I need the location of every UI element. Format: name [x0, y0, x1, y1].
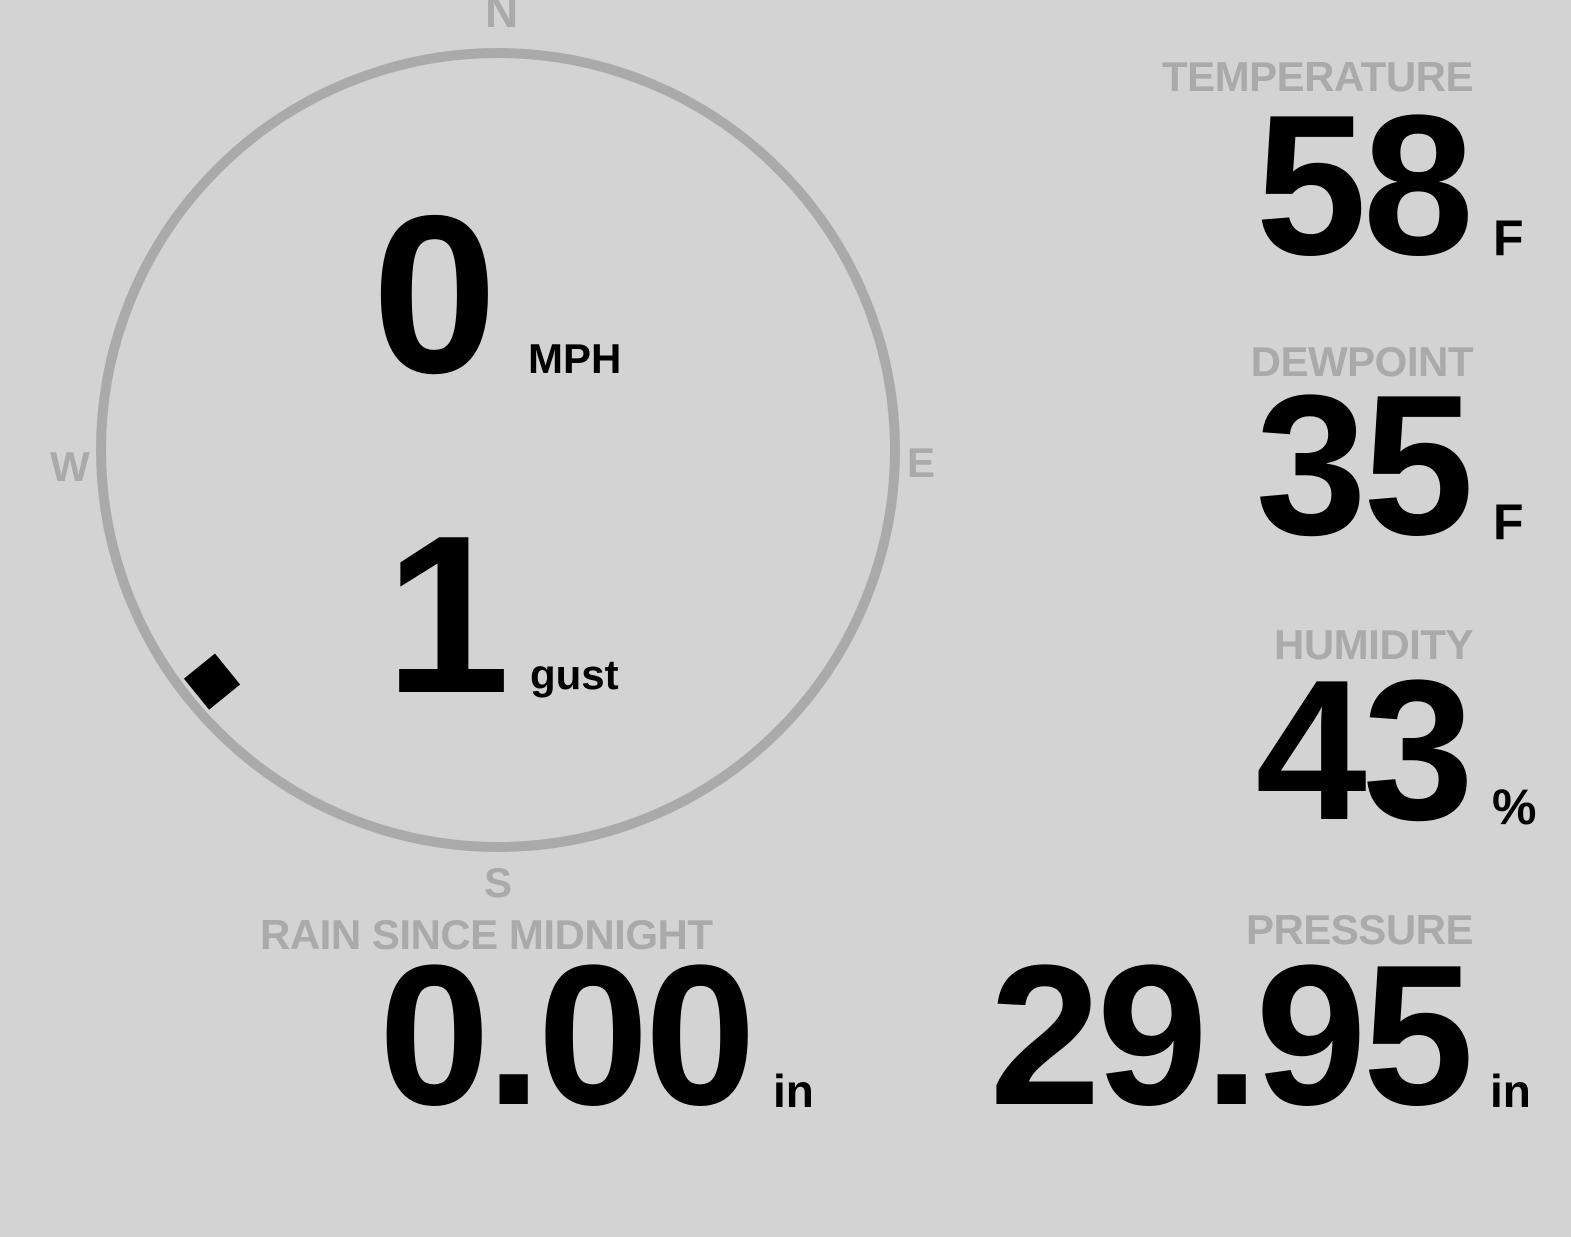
wind-speed-unit: MPH [528, 335, 622, 382]
dewpoint-value: 35 [1255, 354, 1474, 577]
temperature-label: TEMPERATURE [1161, 53, 1474, 100]
compass-north-label: N [485, 0, 519, 37]
dewpoint-unit: F [1493, 494, 1524, 550]
humidity-label: HUMIDITY [1274, 621, 1474, 668]
compass-west-label: W [50, 443, 90, 490]
wind-gust-unit: gust [530, 651, 619, 698]
wind-speed-value: 0 [372, 168, 497, 420]
humidity-unit: % [1492, 779, 1537, 835]
humidity-value: 43 [1255, 639, 1474, 862]
temperature-unit: F [1493, 210, 1524, 266]
wind-gust-value: 1 [385, 488, 510, 740]
compass-south-label: S [484, 859, 513, 906]
pressure-label: PRESSURE [1245, 906, 1474, 953]
wind-direction-marker-icon [183, 653, 241, 710]
compass-east-label: E [907, 439, 936, 486]
temperature-value: 58 [1255, 74, 1474, 297]
pressure-unit: in [1490, 1065, 1531, 1117]
rain-unit: in [773, 1065, 814, 1117]
dewpoint-label: DEWPOINT [1250, 338, 1474, 385]
compass-dial [96, 48, 900, 852]
rain-label: RAIN SINCE MIDNIGHT [260, 911, 713, 958]
rain-value: 0.00 [378, 924, 756, 1147]
pressure-value: 29.95 [989, 924, 1474, 1147]
